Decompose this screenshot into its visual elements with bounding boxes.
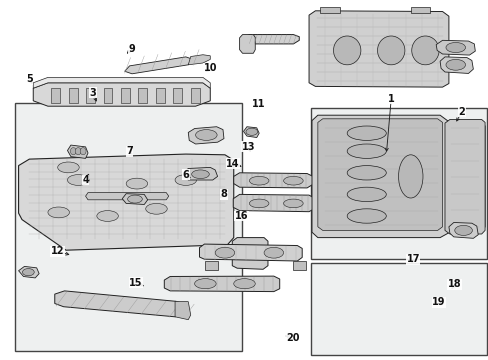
Text: 6: 6 [182,170,189,180]
Text: 11: 11 [252,99,265,109]
Ellipse shape [75,148,81,155]
Ellipse shape [346,144,386,158]
Ellipse shape [249,176,268,185]
Polygon shape [67,145,88,158]
Polygon shape [33,83,210,106]
Text: 17: 17 [406,254,419,264]
Polygon shape [311,115,484,238]
Polygon shape [19,154,233,250]
Polygon shape [243,127,259,138]
Polygon shape [138,88,147,103]
Text: 18: 18 [447,279,461,289]
Polygon shape [444,120,484,234]
Polygon shape [103,88,112,103]
Ellipse shape [70,148,76,155]
Text: 3: 3 [89,88,96,98]
Polygon shape [205,261,217,270]
Text: 15: 15 [129,278,142,288]
Ellipse shape [195,130,217,140]
Polygon shape [317,119,442,230]
Polygon shape [233,194,315,212]
Polygon shape [233,173,312,188]
Ellipse shape [67,175,89,185]
Ellipse shape [283,199,303,208]
Ellipse shape [22,269,34,276]
Ellipse shape [58,162,79,173]
Polygon shape [293,261,305,270]
Polygon shape [175,301,190,320]
Polygon shape [173,88,182,103]
Text: 9: 9 [128,44,135,54]
Polygon shape [308,11,448,87]
Ellipse shape [346,126,386,140]
Text: 19: 19 [431,297,445,307]
Text: 2: 2 [458,107,465,117]
Ellipse shape [264,247,283,258]
Polygon shape [199,244,302,261]
Ellipse shape [445,59,465,70]
Polygon shape [121,88,130,103]
Ellipse shape [215,247,234,258]
Polygon shape [239,35,255,53]
Polygon shape [190,88,199,103]
Text: 8: 8 [220,189,227,199]
Text: 7: 7 [126,146,133,156]
Polygon shape [51,88,60,103]
Bar [310,108,486,259]
Ellipse shape [346,187,386,202]
Polygon shape [86,88,95,103]
Polygon shape [410,7,429,13]
Polygon shape [85,193,168,200]
Ellipse shape [175,175,196,185]
Ellipse shape [445,42,465,53]
Text: 5: 5 [26,74,33,84]
Text: 20: 20 [286,333,300,343]
Ellipse shape [191,170,209,179]
Polygon shape [188,55,210,65]
Ellipse shape [377,36,404,65]
Ellipse shape [145,203,167,214]
Polygon shape [55,291,184,317]
Polygon shape [439,57,472,73]
Text: 16: 16 [234,211,248,221]
Ellipse shape [454,225,471,235]
Ellipse shape [249,199,268,208]
Polygon shape [232,238,267,269]
Ellipse shape [411,36,438,65]
Polygon shape [164,276,279,292]
Polygon shape [33,77,210,88]
Ellipse shape [245,128,257,135]
Polygon shape [122,194,147,204]
Ellipse shape [346,166,386,180]
Text: 1: 1 [387,94,394,104]
Ellipse shape [126,178,147,189]
Polygon shape [124,57,193,74]
Polygon shape [188,127,224,144]
Polygon shape [69,88,78,103]
Text: 4: 4 [82,175,89,185]
Polygon shape [435,40,474,55]
Ellipse shape [333,36,360,65]
Ellipse shape [48,207,69,218]
Polygon shape [19,266,39,278]
Ellipse shape [346,209,386,223]
Polygon shape [243,35,299,44]
Text: 12: 12 [51,246,64,256]
Ellipse shape [233,279,255,289]
Bar [15,103,242,351]
Ellipse shape [127,195,142,203]
Polygon shape [156,88,164,103]
Polygon shape [448,222,477,238]
Ellipse shape [97,211,118,221]
Polygon shape [320,7,339,13]
Bar [310,263,486,355]
Text: 14: 14 [225,159,239,169]
Ellipse shape [194,279,216,289]
Polygon shape [183,167,217,180]
Ellipse shape [283,176,303,185]
Text: 13: 13 [241,142,255,152]
Ellipse shape [80,148,86,155]
Ellipse shape [398,155,422,198]
Text: 10: 10 [203,63,217,73]
